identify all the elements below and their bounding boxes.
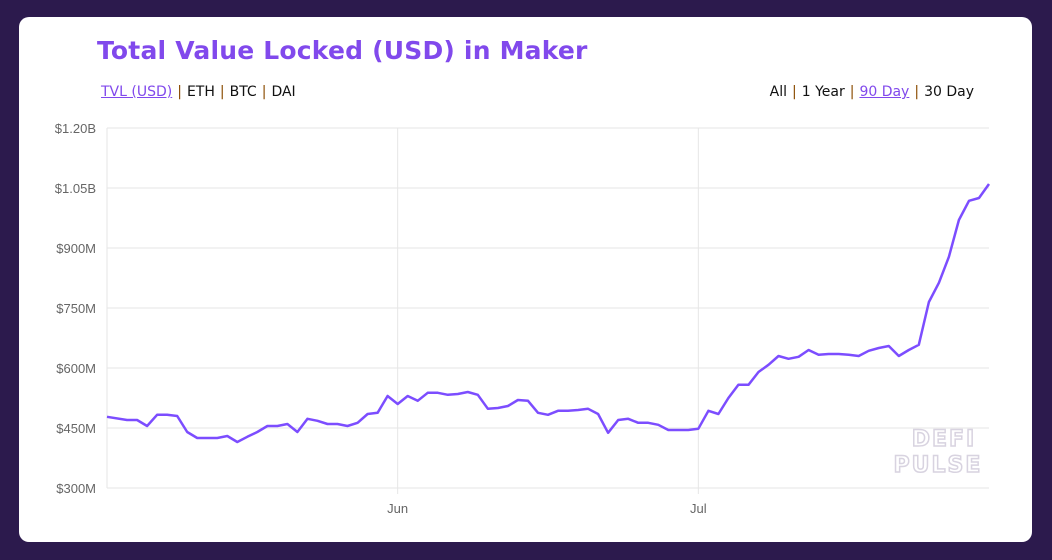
data-point[interactable] [392,398,404,410]
data-point[interactable] [983,178,995,190]
y-tick-label: $900M [56,241,96,256]
y-tick-label: $1.05B [55,181,96,196]
watermark-pulse: PULSE [894,453,983,478]
data-point[interactable] [532,407,544,419]
page-title: Total Value Locked (USD) in Maker [97,36,588,65]
y-tick-label: $1.20B [55,121,96,136]
data-point[interactable] [412,395,424,407]
data-point[interactable] [873,342,885,354]
tab-eth[interactable]: ETH [186,84,215,100]
separator: | [261,84,267,100]
data-point[interactable] [783,353,795,365]
data-point[interactable] [432,387,444,399]
data-point[interactable] [332,418,344,430]
data-point[interactable] [181,426,193,438]
data-point[interactable] [793,351,805,363]
data-point[interactable] [301,413,313,425]
data-point[interactable] [251,426,263,438]
tab-1-year[interactable]: 1 Year [801,84,845,100]
data-point[interactable] [452,388,464,400]
data-point[interactable] [492,402,504,414]
data-point[interactable] [602,427,614,439]
data-point[interactable] [221,430,233,442]
chart-card [19,17,1032,542]
data-point[interactable] [352,417,364,429]
data-point[interactable] [131,414,143,426]
data-point[interactable] [291,426,303,438]
separator: | [177,84,182,100]
y-tick-label: $450M [56,421,96,436]
data-point[interactable] [722,392,734,404]
tab-all[interactable]: All [769,84,787,100]
tvl-series-line [106,183,991,444]
separator: | [914,84,920,100]
data-point[interactable] [382,390,394,402]
data-point[interactable] [472,389,484,401]
x-tick-label: Jul [690,501,707,516]
data-point[interactable] [101,411,113,423]
tab-dai[interactable]: DAI [271,84,296,100]
data-point[interactable] [943,251,955,263]
data-point[interactable] [281,418,293,430]
y-tick-label: $750M [56,301,96,316]
tab-tvl-usd[interactable]: TVL (USD) [101,84,173,100]
tab-30-day[interactable]: 30 Day [924,84,974,100]
metric-tabs: TVL (USD) | ETH | BTC | DAI [101,84,296,100]
data-point[interactable] [211,432,223,444]
y-tick-label: $600M [56,361,96,376]
separator: | [219,84,225,100]
tab-90-day[interactable]: 90 Day [859,84,910,100]
data-point[interactable] [953,214,965,226]
data-point[interactable] [923,296,935,308]
data-point[interactable] [893,350,905,362]
y-tick-label: $300M [56,481,96,496]
data-point[interactable] [522,395,534,407]
tab-btc[interactable]: BTC [229,84,257,100]
data-point[interactable] [692,423,704,435]
separator: | [849,84,855,100]
data-point[interactable] [763,359,775,371]
data-point[interactable] [141,420,153,432]
data-point[interactable] [642,417,654,429]
x-tick-label: Jun [387,501,408,516]
data-point[interactable] [502,400,514,412]
data-point[interactable] [883,340,895,352]
data-point[interactable] [752,366,764,378]
data-point[interactable] [592,408,604,420]
data-point[interactable] [372,407,384,419]
data-point[interactable] [973,192,985,204]
watermark-defi: DEFI [912,427,977,452]
data-point[interactable] [913,339,925,351]
data-point[interactable] [171,410,183,422]
data-point[interactable] [742,379,754,391]
range-tabs: All | 1 Year | 90 Day | 30 Day [770,84,974,100]
data-point[interactable] [712,408,724,420]
data-point[interactable] [271,420,283,432]
separator: | [792,84,797,100]
data-point[interactable] [933,277,945,289]
